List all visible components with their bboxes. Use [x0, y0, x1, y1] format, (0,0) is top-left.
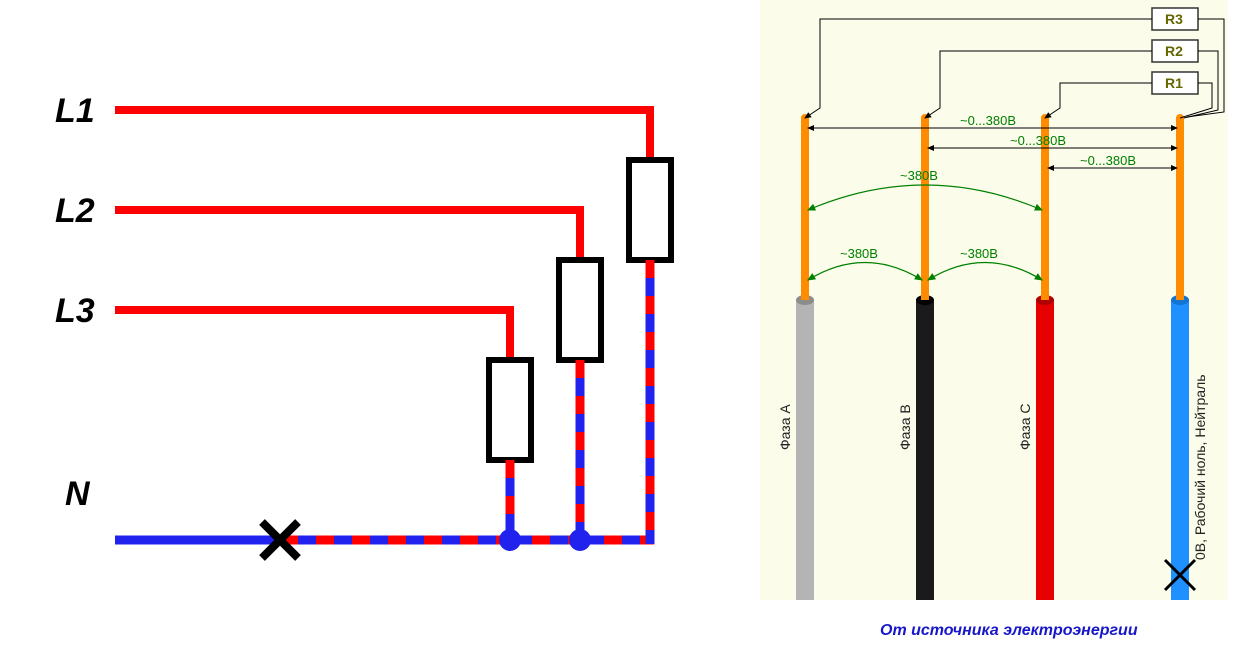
label-phase-c: Фаза C: [1017, 404, 1033, 450]
label-n: N: [65, 475, 91, 513]
wire-b-body: [916, 300, 934, 600]
r3-label: R3: [1165, 11, 1183, 27]
wire-b-core: [921, 118, 929, 300]
volt-a-n-text: ~0...380В: [960, 113, 1016, 128]
resistor-l1: [629, 160, 671, 260]
label-phase-b: Фаза B: [897, 404, 913, 450]
label-phase-a: Фаза A: [777, 404, 793, 450]
caption-text: От источника электроэнергии: [880, 622, 1138, 639]
r2-label: R2: [1165, 43, 1183, 59]
wire-n-body: [1171, 300, 1189, 600]
resistor-l2: [559, 260, 601, 360]
label-l3: L3: [55, 292, 95, 330]
four-wire-diagram: R3 R2 R1: [760, 0, 1240, 645]
volt-c-n-text: ~0...380В: [1080, 153, 1136, 168]
resistor-l3: [489, 360, 531, 460]
junction-dot-1: [499, 529, 521, 551]
wire-n-core: [1176, 118, 1184, 300]
wire-a-body: [796, 300, 814, 600]
wire-c-body: [1036, 300, 1054, 600]
arc-ac-text: ~380В: [900, 168, 938, 183]
label-neutral: 0В, Рабочий ноль, Нейтраль: [1192, 375, 1208, 561]
label-l1: L1: [55, 92, 95, 130]
arc-bc-text: ~380В: [960, 246, 998, 261]
wire-a-core: [801, 118, 809, 300]
label-l2: L2: [55, 192, 95, 230]
junction-dot-2: [569, 529, 591, 551]
arc-ab-text: ~380В: [840, 246, 878, 261]
r1-label: R1: [1165, 75, 1183, 91]
three-phase-star-diagram: L1 L2 L3 N: [0, 0, 760, 645]
volt-b-n-text: ~0...380В: [1010, 133, 1066, 148]
